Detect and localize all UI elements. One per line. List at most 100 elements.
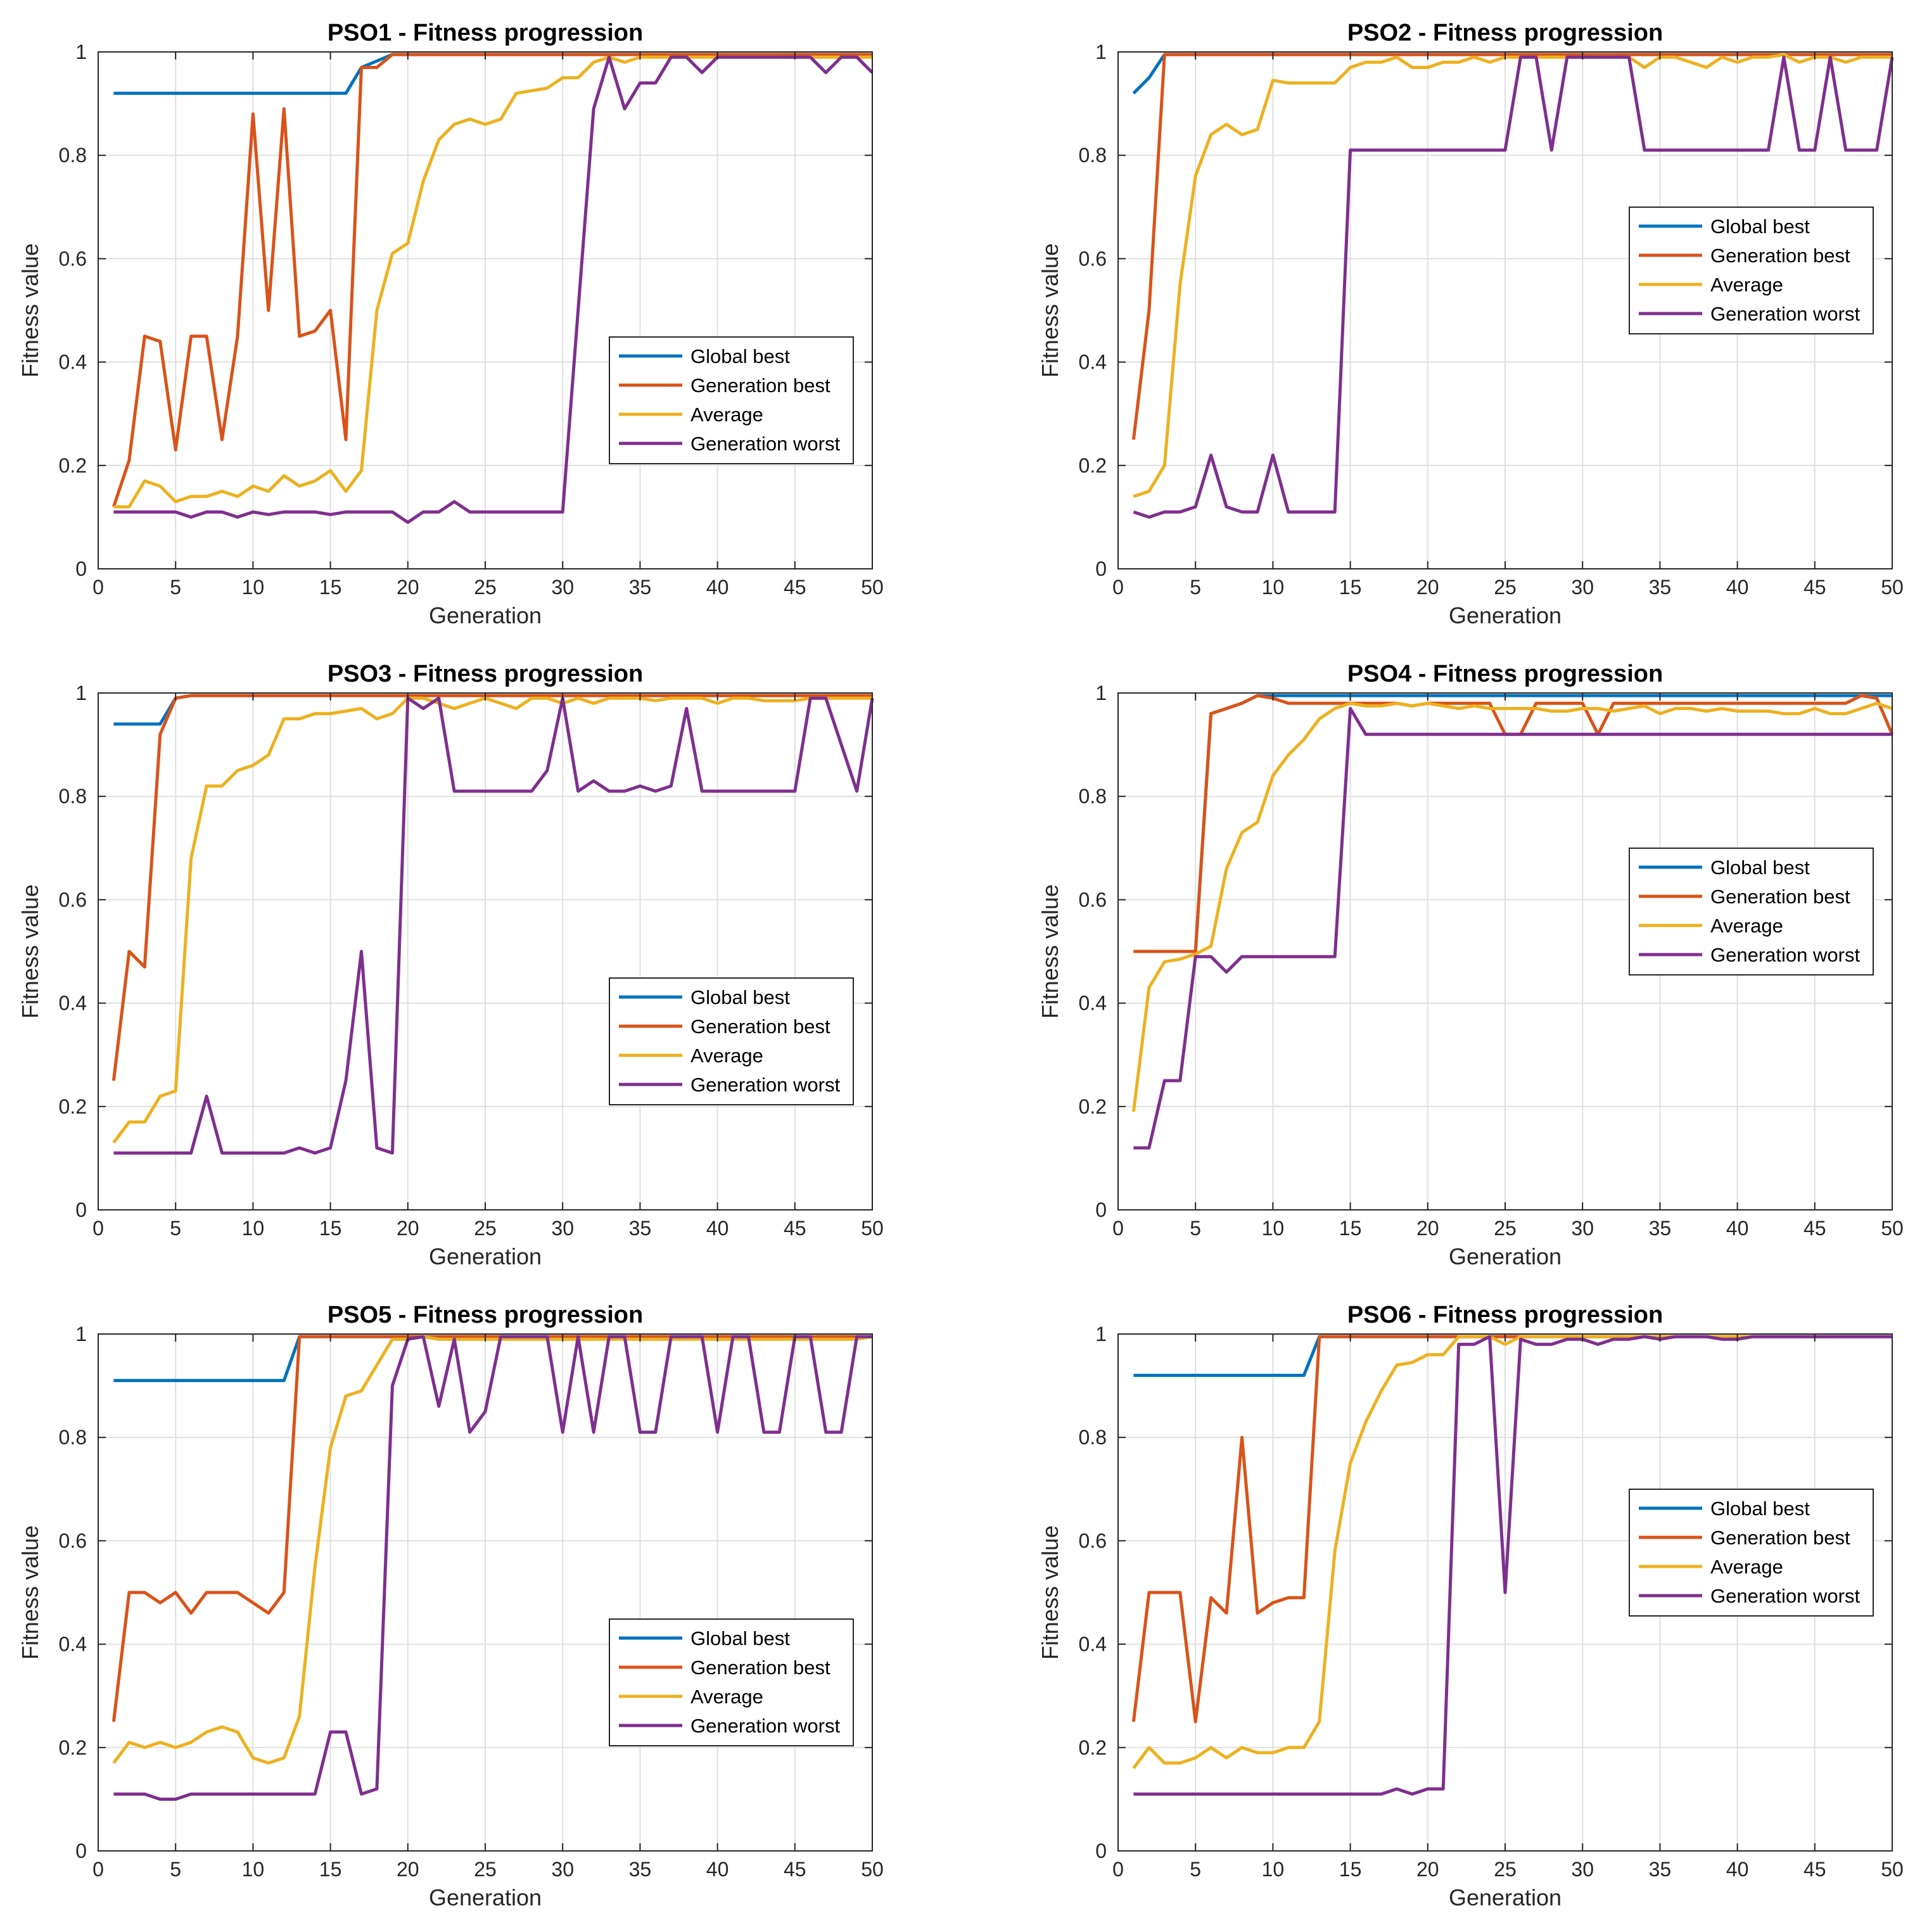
x-tick-label: 0 <box>92 576 104 599</box>
x-tick-label: 40 <box>706 1858 729 1881</box>
x-tick-label: 0 <box>1112 1217 1124 1240</box>
x-tick-label: 25 <box>474 1217 497 1240</box>
series-line-generation-best <box>111 694 872 1081</box>
y-tick-label: 0.2 <box>1079 1736 1107 1759</box>
x-tick-label: 0 <box>1112 1858 1124 1881</box>
legend-label-generation-worst: Generation worst <box>690 1074 840 1096</box>
x-tick-label: 15 <box>1339 576 1362 599</box>
y-tick-label: 0 <box>75 1198 87 1221</box>
y-tick-label: 0.8 <box>1079 144 1107 167</box>
y-tick-label: 1 <box>1095 1323 1107 1345</box>
y-tick-label: 0.6 <box>1079 1529 1107 1552</box>
y-tick-label: 0.6 <box>1079 888 1107 911</box>
y-axis-label: Fitness value <box>17 243 43 378</box>
legend-label-global-best: Global best <box>1710 1497 1810 1520</box>
x-tick-label: 50 <box>861 1217 884 1240</box>
series-line-average <box>1133 53 1892 499</box>
x-tick-label: 45 <box>784 576 806 599</box>
legend: Global best Generation best Average Generat… <box>1629 1489 1874 1617</box>
x-tick-label: 25 <box>474 576 497 599</box>
y-tick-label: 0.6 <box>59 1529 87 1552</box>
y-tick-label: 0.2 <box>1079 454 1107 477</box>
series-line-generation-worst <box>113 55 874 524</box>
x-tick-label: 45 <box>784 1858 806 1881</box>
legend: Global best Generation best Average Generat… <box>1629 207 1874 334</box>
chart-4: 0 5 10 15 20 25 30 35 40 45 50 0 0.2 0.4 0.6 0.8 1 PSO4 -… <box>1037 661 1904 1269</box>
x-tick-label: 20 <box>1416 1858 1439 1881</box>
y-tick-label: 0.8 <box>59 785 87 808</box>
x-tick-label: 20 <box>1416 576 1439 599</box>
x-tick-label: 5 <box>1190 576 1201 599</box>
x-tick-label: 45 <box>1804 576 1826 599</box>
legend-label-generation-worst: Generation worst <box>690 1715 840 1737</box>
x-tick-label: 45 <box>784 1217 806 1240</box>
x-tick-label: 40 <box>706 576 729 599</box>
x-tick-label: 50 <box>861 576 884 599</box>
x-tick-label: 10 <box>242 1858 265 1881</box>
y-tick-label: 0.4 <box>59 351 87 374</box>
x-tick-label: 10 <box>1262 1858 1285 1881</box>
y-tick-label: 0.4 <box>59 1633 87 1656</box>
y-tick-label: 0.2 <box>59 1095 87 1118</box>
x-axis-label: Generation <box>1449 1243 1562 1269</box>
x-tick-label: 20 <box>397 1217 419 1240</box>
y-tick-label: 0.6 <box>59 888 87 911</box>
x-tick-label: 40 <box>1726 1858 1749 1881</box>
x-axis-label: Generation <box>1449 602 1562 628</box>
y-tick-label: 1 <box>75 1323 87 1345</box>
legend-label-average: Average <box>1710 915 1783 937</box>
legend: Global best Generation best Average Generat… <box>609 977 854 1105</box>
x-tick-label: 5 <box>1190 1217 1201 1240</box>
legend-label-average: Average <box>690 1686 763 1708</box>
legend: Global best Generation best Average Generat… <box>1629 848 1874 976</box>
legend-label-generation-worst: Generation worst <box>690 433 840 455</box>
y-tick-label: 0.8 <box>1079 1426 1107 1449</box>
x-tick-label: 15 <box>1339 1858 1362 1881</box>
legend-label-generation-worst: Generation worst <box>1710 1585 1860 1607</box>
y-tick-label: 1 <box>1095 682 1107 704</box>
y-tick-label: 0 <box>1095 557 1107 580</box>
x-tick-label: 35 <box>629 1858 652 1881</box>
x-tick-label: 35 <box>1649 1858 1672 1881</box>
y-tick-label: 0 <box>75 557 87 580</box>
series-line-generation-worst <box>1133 55 1894 519</box>
x-tick-label: 25 <box>1494 576 1517 599</box>
legend-label-global-best: Global best <box>690 986 790 1008</box>
x-tick-label: 25 <box>474 1858 497 1881</box>
y-tick-label: 0 <box>1095 1840 1107 1862</box>
series-line-generation-worst <box>1133 1335 1892 1796</box>
chart-title: PSO4 - Fitness progression <box>1347 661 1663 687</box>
series-line-generation-best <box>112 53 872 507</box>
series-line-generation-best <box>1131 53 1892 440</box>
x-tick-label: 45 <box>1804 1858 1826 1881</box>
x-tick-label: 35 <box>1649 576 1672 599</box>
x-tick-label: 15 <box>319 576 342 599</box>
y-tick-label: 0.4 <box>59 992 87 1015</box>
y-axis-label: Fitness value <box>1037 243 1063 378</box>
legend-label-global-best: Global best <box>690 1627 790 1649</box>
x-tick-label: 0 <box>1112 576 1124 599</box>
series-line-generation-worst <box>113 696 874 1155</box>
chart-3: 0 5 10 15 20 25 30 35 40 45 50 0 0.2 0.4 0.6 0.8 1 PSO3 -… <box>17 661 884 1269</box>
x-axis-label: Generation <box>1449 1884 1562 1910</box>
x-tick-label: 35 <box>629 1217 652 1240</box>
x-tick-label: 0 <box>92 1217 104 1240</box>
chart-title: PSO2 - Fitness progression <box>1347 20 1663 46</box>
legend-label-generation-worst: Generation worst <box>1710 303 1860 325</box>
legend-label-average: Average <box>1710 274 1783 296</box>
y-tick-label: 0.2 <box>59 454 87 477</box>
x-tick-label: 10 <box>242 1217 265 1240</box>
legend-label-generation-worst: Generation worst <box>1710 944 1860 966</box>
chart-title: PSO1 - Fitness progression <box>328 20 643 46</box>
y-axis-label: Fitness value <box>17 1525 43 1660</box>
legend-label-generation-best: Generation best <box>1710 886 1850 908</box>
legend-label-generation-best: Generation best <box>1710 245 1850 267</box>
legend-label-generation-best: Generation best <box>690 1656 830 1679</box>
legend-label-average: Average <box>690 404 763 426</box>
chart-title: PSO6 - Fitness progression <box>1347 1302 1663 1328</box>
y-axis-label: Fitness value <box>1037 1525 1063 1660</box>
y-tick-label: 0 <box>75 1840 87 1862</box>
chart-5: 0 5 10 15 20 25 30 35 40 45 50 0 0.2 0.4 0.6 0.8 1 PSO5 -… <box>17 1302 884 1910</box>
y-tick-label: 0.8 <box>59 1426 87 1449</box>
